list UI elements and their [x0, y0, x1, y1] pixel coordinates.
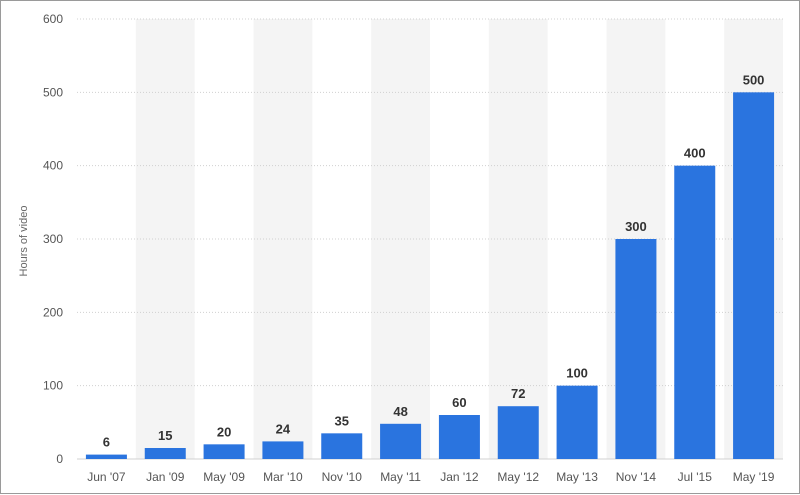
y-tick-label: 400 — [43, 159, 63, 173]
gridlines — [77, 18, 783, 460]
data-label: 72 — [511, 386, 525, 401]
data-label: 60 — [452, 395, 466, 410]
x-tick-label: Jan '09 — [146, 470, 185, 484]
y-tick-label: 500 — [43, 85, 63, 99]
bar — [262, 441, 304, 459]
y-tick-label: 600 — [43, 12, 63, 26]
x-tick-label: May '19 — [733, 470, 775, 484]
data-label: 35 — [335, 413, 349, 428]
y-tick-label: 0 — [56, 452, 63, 466]
bar — [497, 406, 539, 459]
bar — [203, 444, 245, 459]
bar — [615, 239, 657, 459]
band — [135, 19, 195, 459]
x-tick-label: Jan '12 — [440, 470, 479, 484]
data-label: 500 — [743, 72, 765, 87]
bar — [556, 385, 598, 459]
x-tick-label: Jul '15 — [678, 470, 713, 484]
data-label: 100 — [566, 366, 588, 381]
bars — [85, 92, 775, 459]
data-label: 24 — [276, 421, 291, 436]
y-tick-label: 200 — [43, 305, 63, 319]
y-axis-title: Hours of video — [18, 206, 30, 277]
x-axis: Jun '07 Jan '09 May '09 Mar '10 Nov '10 May '… — [87, 470, 774, 484]
bar — [144, 448, 186, 459]
x-tick-label: Nov '14 — [616, 470, 657, 484]
bar — [438, 415, 480, 459]
bar — [733, 92, 775, 459]
y-tick-label: 100 — [43, 379, 63, 393]
band — [253, 19, 313, 459]
x-tick-label: May '09 — [203, 470, 245, 484]
data-label: 300 — [625, 219, 647, 234]
x-tick-label: May '13 — [556, 470, 598, 484]
bar — [321, 433, 363, 459]
data-label: 15 — [158, 428, 172, 443]
x-tick-label: Nov '10 — [322, 470, 363, 484]
y-tick-label: 300 — [43, 232, 63, 246]
bar — [85, 454, 127, 459]
x-tick-label: May '12 — [497, 470, 539, 484]
x-tick-label: May '11 — [380, 470, 421, 484]
band — [371, 19, 430, 459]
bar — [674, 165, 716, 459]
y-axis: 0 100 200 300 400 500 600 — [43, 12, 63, 466]
data-label: 48 — [393, 404, 407, 419]
bar — [380, 423, 422, 459]
data-labels: 6 15 20 24 35 48 60 72 100 300 400 500 — [103, 72, 765, 449]
data-label: 6 — [103, 435, 110, 450]
data-label: 20 — [217, 424, 231, 439]
x-tick-label: Jun '07 — [87, 470, 126, 484]
data-label: 400 — [684, 146, 706, 161]
x-tick-label: Mar '10 — [263, 470, 303, 484]
